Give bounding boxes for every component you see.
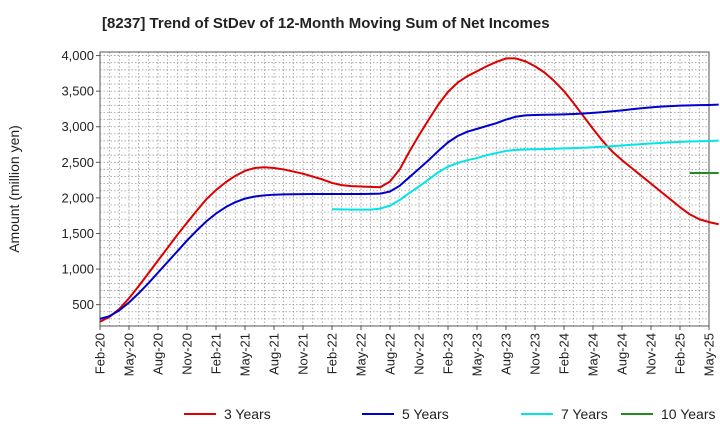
y-tick-label: 1,500	[61, 226, 94, 241]
x-tick-label: Feb-24	[557, 333, 572, 374]
plot-frame	[99, 51, 710, 327]
x-tick-label: Nov-24	[644, 333, 659, 375]
y-tick-label: 2,500	[61, 155, 94, 170]
series-line-3-years	[99, 57, 719, 323]
grid-lines	[99, 52, 710, 327]
series-lines	[99, 57, 719, 323]
legend-label-3-years: 3 Years	[224, 406, 271, 422]
x-tick-label: Nov-21	[296, 333, 311, 375]
series-line-7-years	[331, 139, 719, 211]
x-tick-label: Nov-20	[180, 333, 195, 375]
y-tick-label: 2,000	[61, 190, 94, 205]
chart-title: [8237] Trend of StDev of 12-Month Moving…	[102, 15, 550, 32]
y-tick-label: 3,000	[61, 119, 94, 134]
x-tick-label: Feb-25	[673, 333, 688, 374]
x-tick-label: Nov-22	[412, 333, 427, 375]
x-tick-label: Aug-24	[615, 333, 630, 375]
x-tick-label: May-24	[586, 333, 601, 376]
legend-label-7-years: 7 Years	[561, 406, 608, 422]
y-tick-label: 500	[72, 297, 94, 312]
y-tick-label: 4,000	[61, 48, 94, 63]
x-tick-label: May-20	[122, 333, 137, 376]
x-tick-label: Feb-23	[441, 333, 456, 374]
x-tick-label: Aug-22	[383, 333, 398, 375]
y-axis-title: Amount (million yen)	[6, 125, 22, 253]
x-tick-label: Feb-22	[325, 333, 340, 374]
x-tick-label: Feb-20	[93, 333, 108, 374]
y-tick-label: 3,500	[61, 84, 94, 99]
x-tick-label: Aug-21	[267, 333, 282, 375]
x-tick-label: Feb-21	[209, 333, 224, 374]
y-tick-label: 1,000	[61, 262, 94, 277]
x-tick-label: Aug-20	[151, 333, 166, 375]
x-tick-label: Aug-23	[499, 333, 514, 375]
x-tick-label: May-21	[238, 333, 253, 376]
x-tick-label: May-22	[354, 333, 369, 376]
legend-label-10-years: 10 Years	[661, 406, 716, 422]
axes: 500 1,000 1,500 2,000 2,500 3,000 3,500 4,000 Fe…	[6, 48, 717, 376]
legend-label-5-years: 5 Years	[402, 406, 449, 422]
x-tick-label: May-25	[702, 333, 717, 376]
legend: 3 Years 5 Years 7 Years 10 Years	[184, 406, 716, 422]
series-line-5-years	[99, 103, 719, 320]
x-tick-label: Nov-23	[528, 333, 543, 375]
x-tick-label: May-23	[470, 333, 485, 376]
